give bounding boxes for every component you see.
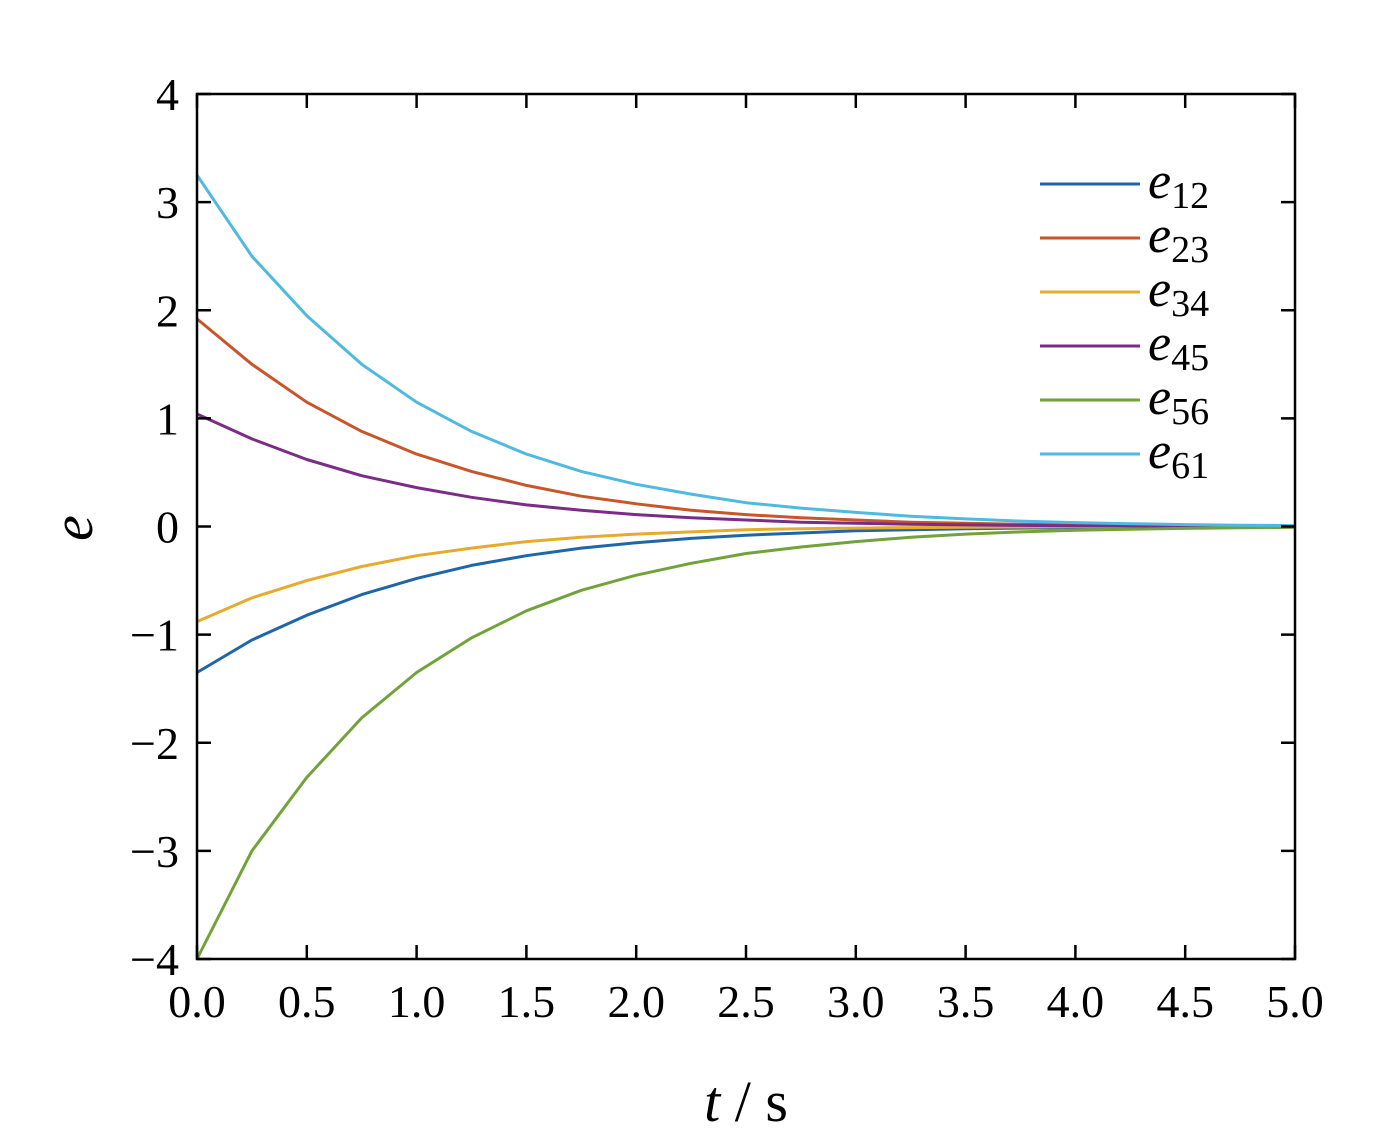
legend-label-e12: e12 xyxy=(1148,153,1209,217)
series-line-e34 xyxy=(196,525,1296,623)
x-axis-separator: / xyxy=(735,1069,766,1134)
series-line-e12 xyxy=(196,525,1296,674)
x-tick-label: 2.5 xyxy=(717,976,775,1027)
x-tick-label: 3.0 xyxy=(827,976,885,1027)
x-tick-label: 0.5 xyxy=(278,976,336,1027)
series-line-e56 xyxy=(195,525,1296,960)
y-tick-label: 2 xyxy=(156,285,179,336)
legend-label-e61: e61 xyxy=(1148,423,1209,487)
y-tick-label: −2 xyxy=(130,718,179,769)
x-tick-label: 4.5 xyxy=(1156,976,1214,1027)
series-line-e61 xyxy=(195,174,1296,528)
x-tick-label: 2.0 xyxy=(607,976,665,1027)
y-tick-label: 0 xyxy=(156,502,179,553)
legend-label-e23: e23 xyxy=(1148,207,1209,271)
x-tick-label: 3.5 xyxy=(937,976,995,1027)
x-tick-label: 1.0 xyxy=(388,976,446,1027)
x-tick-label: 0.0 xyxy=(168,976,226,1027)
y-tick-label: 4 xyxy=(156,69,179,120)
y-tick-label: −4 xyxy=(130,934,179,985)
y-tick-label: −3 xyxy=(130,826,179,877)
x-tick-label: 1.5 xyxy=(498,976,556,1027)
series-line-e23 xyxy=(196,317,1296,528)
series-layer xyxy=(195,174,1296,960)
legend-label-e56: e56 xyxy=(1148,369,1209,433)
x-axis-label: t / s xyxy=(704,1069,788,1134)
ticks-layer: 0.0 0.5 1.0 1.5 2.0 2.5 3.0 3.5 4.0 4.5 5.0 4 3 2 1 0 −1… xyxy=(130,69,1324,1027)
x-tick-label: 5.0 xyxy=(1266,976,1324,1027)
y-tick-label: 1 xyxy=(156,393,179,444)
x-tick-label: 4.0 xyxy=(1047,976,1105,1027)
x-axis-unit: s xyxy=(765,1069,788,1134)
legend-label-e34: e34 xyxy=(1148,261,1209,325)
series-line-e45 xyxy=(196,412,1296,528)
x-axis-variable: t xyxy=(704,1069,722,1134)
y-tick-label: 3 xyxy=(156,177,179,228)
y-tick-label: −1 xyxy=(130,610,179,661)
legend-label-e45: e45 xyxy=(1148,315,1209,379)
y-axis-label: e xyxy=(40,515,105,541)
